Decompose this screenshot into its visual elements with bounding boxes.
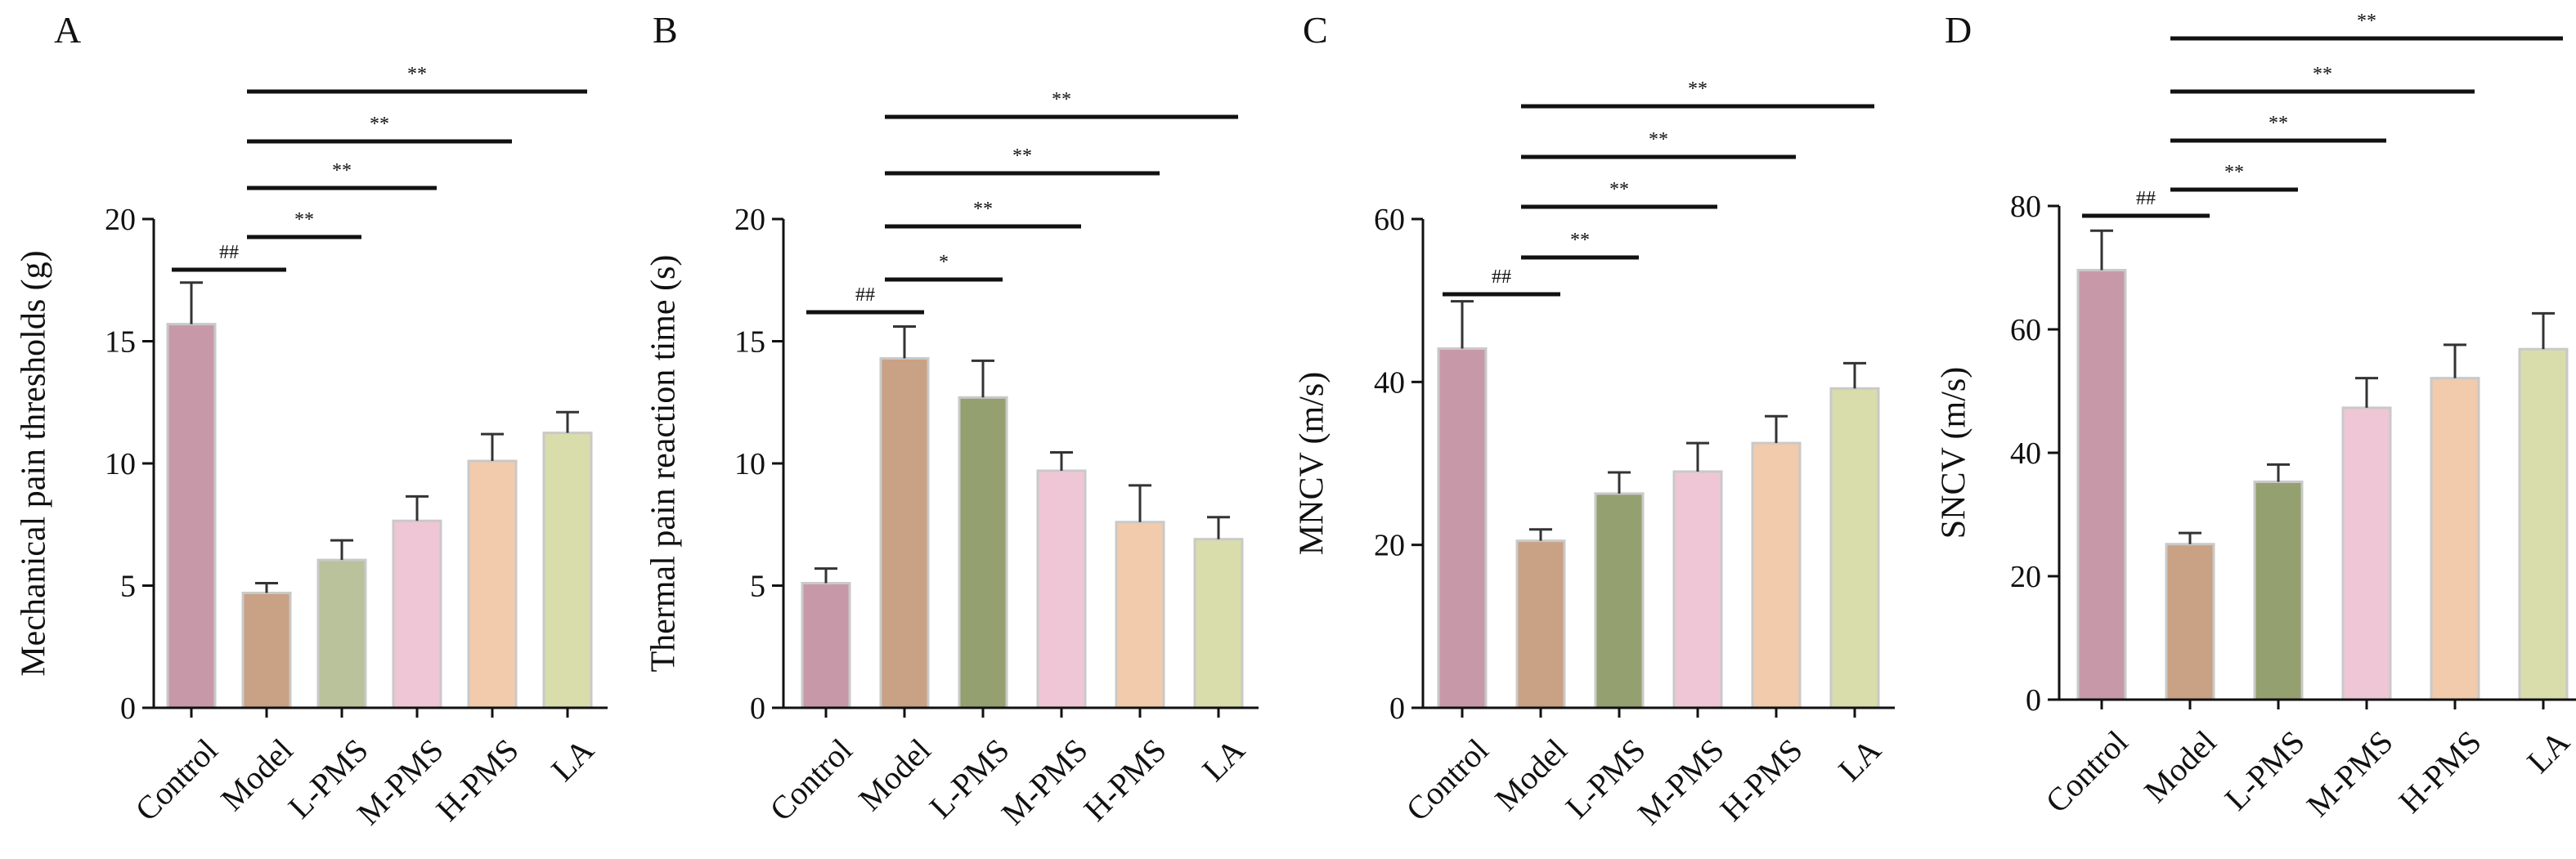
- y-tick-label: 10: [734, 447, 765, 481]
- panel-letter: C: [1303, 9, 1328, 51]
- category-label: M-PMS: [350, 731, 451, 832]
- significance-label: **: [332, 160, 352, 181]
- category-label: Model: [2137, 723, 2224, 810]
- bar: [801, 582, 851, 709]
- bar: [1829, 387, 1880, 709]
- significance-label: **: [1052, 89, 1071, 110]
- category-label: L-PMS: [2218, 723, 2312, 817]
- significance-label: **: [2224, 162, 2244, 183]
- category-label: LA: [1195, 731, 1252, 789]
- category-label: H-PMS: [1712, 731, 1809, 828]
- bar: [1036, 469, 1087, 709]
- significance-label: **: [370, 114, 389, 135]
- y-tick-label: 80: [2010, 190, 2041, 224]
- category-label: H-PMS: [2391, 723, 2488, 820]
- bar: [1672, 470, 1723, 709]
- category-label: M-PMS: [994, 731, 1095, 832]
- bar: [1115, 521, 1165, 709]
- y-tick-label: 0: [2026, 683, 2041, 718]
- category-label: H-PMS: [429, 731, 525, 828]
- bar: [166, 323, 217, 709]
- bar: [958, 396, 1008, 709]
- significance-label: **: [2357, 11, 2376, 32]
- panel-a: A Mechanical pain thresholds (g) 0 5 10 15 20 C…: [16, 9, 608, 832]
- category-label: Control: [1398, 731, 1495, 828]
- category-label: Model: [851, 731, 938, 818]
- significance-label: ##: [855, 284, 875, 306]
- y-tick-label: 0: [120, 691, 136, 726]
- significance-label: **: [973, 199, 993, 220]
- panel-letter: B: [653, 9, 678, 51]
- significance-label: **: [1609, 179, 1629, 200]
- significance-label: **: [294, 209, 314, 230]
- bar: [2430, 377, 2480, 701]
- y-tick-label: 20: [105, 203, 136, 237]
- bar: [1515, 539, 1566, 709]
- significance-label: **: [1570, 230, 1590, 251]
- bar: [467, 459, 518, 709]
- bar: [1437, 347, 1488, 709]
- category-label: H-PMS: [1076, 731, 1173, 828]
- bar: [2518, 347, 2569, 701]
- y-tick-label: 20: [734, 203, 765, 237]
- panel-d: D SNCV (m/s) 0 20 40 60 80 Control ModelL-PMSM-P…: [1936, 9, 2576, 824]
- y-tick-label: 5: [120, 570, 136, 604]
- bar: [1594, 492, 1645, 709]
- significance-label: **: [2313, 64, 2332, 85]
- bar: [316, 558, 367, 709]
- significance-label: ##: [2136, 188, 2156, 209]
- y-tick-label: 60: [1374, 203, 1405, 237]
- y-axis-title: Mechanical pain thresholds (g): [16, 250, 53, 676]
- significance-label: **: [407, 64, 427, 85]
- bar: [2341, 406, 2392, 701]
- significance-label: **: [1649, 129, 1668, 150]
- bar: [1193, 538, 1244, 709]
- panel-b: B Thermal pain reaction time (s) 0 5 10 15 20 C…: [645, 9, 1259, 832]
- category-label: LA: [2520, 723, 2576, 781]
- bar: [2253, 480, 2304, 701]
- bar: [2165, 543, 2215, 701]
- category-label: M-PMS: [2300, 723, 2400, 824]
- significance-label: *: [939, 252, 949, 273]
- significance-label: **: [2269, 113, 2288, 134]
- category-label: M-PMS: [1631, 731, 1731, 832]
- y-tick-label: 5: [750, 570, 765, 604]
- bar: [241, 591, 292, 709]
- category-label: LA: [544, 731, 601, 789]
- bar: [879, 356, 930, 709]
- y-tick-label: 20: [1374, 529, 1405, 563]
- panel-letter: D: [1945, 9, 1972, 51]
- significance-label: ##: [1492, 266, 1511, 288]
- category-label: Control: [128, 731, 224, 828]
- category-label: Control: [762, 731, 859, 828]
- significance-label: **: [1012, 145, 1032, 167]
- y-axis-title: MNCV (m/s): [1294, 372, 1331, 555]
- y-axis-title: SNCV (m/s): [1936, 367, 1973, 539]
- significance-label: **: [1688, 78, 1708, 100]
- category-label: Control: [2038, 723, 2134, 820]
- y-tick-label: 10: [105, 447, 136, 481]
- bar: [392, 519, 442, 709]
- y-tick-label: 20: [2010, 560, 2041, 594]
- y-tick-label: 40: [2010, 436, 2041, 471]
- y-tick-label: 15: [105, 325, 136, 360]
- y-tick-label: 40: [1374, 365, 1405, 400]
- panel-letter: A: [54, 9, 81, 51]
- bar: [542, 432, 593, 709]
- category-label: LA: [1831, 731, 1888, 789]
- category-label: Model: [1488, 731, 1574, 818]
- y-tick-label: 60: [2010, 313, 2041, 347]
- y-tick-label: 15: [734, 325, 765, 360]
- bar: [1751, 441, 1802, 709]
- bar: [2076, 269, 2127, 701]
- significance-label: ##: [219, 242, 239, 263]
- y-tick-label: 0: [1389, 691, 1405, 726]
- y-axis-title: Thermal pain reaction time (s): [645, 255, 683, 673]
- y-tick-label: 0: [750, 691, 765, 726]
